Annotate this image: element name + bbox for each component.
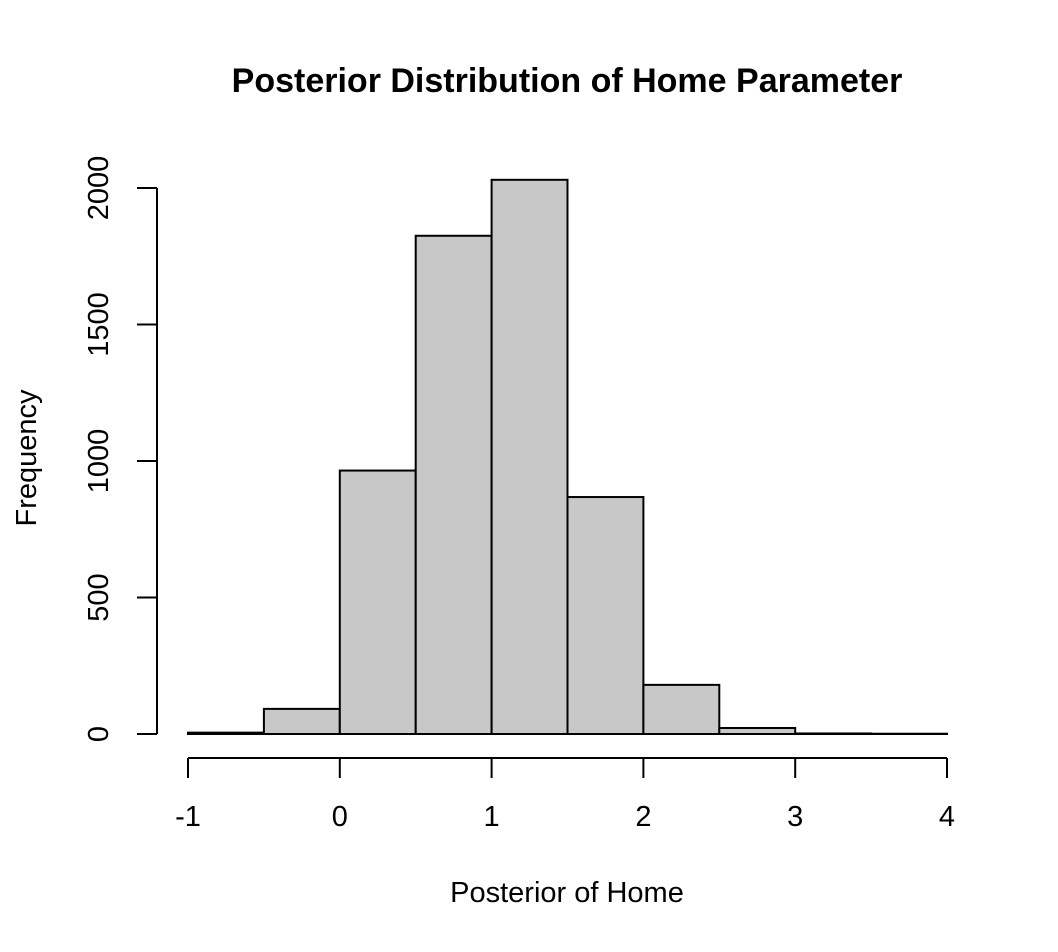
- histogram-bar-8: [718, 726, 797, 736]
- x-tick-label-1: -1: [175, 801, 201, 833]
- y-axis-label: Frequency: [11, 389, 43, 527]
- histogram-bar-3: [338, 469, 417, 735]
- histogram-bar-9: [794, 732, 873, 735]
- histogram-bar-4: [414, 234, 493, 735]
- histogram-bar-7: [642, 683, 721, 735]
- y-axis: 0 500 1000 1500 2000: [83, 156, 158, 742]
- x-tick-label-4: 2: [635, 801, 651, 833]
- x-axis-label: Posterior of Home: [450, 877, 684, 909]
- y-tick-label-1: 0: [83, 726, 115, 742]
- histogram-bar-1: [187, 731, 265, 736]
- y-tick-label-4: 1500: [83, 292, 115, 357]
- x-axis: -1 0 1 2 3 4: [175, 757, 955, 833]
- histogram-bar-5: [490, 178, 569, 735]
- y-tick-label-2: 500: [83, 573, 115, 621]
- x-tick-label-6: 4: [939, 801, 955, 833]
- x-tick-label-3: 1: [484, 801, 500, 833]
- y-tick-label-3: 1000: [83, 429, 115, 494]
- histogram-bars: [187, 178, 948, 736]
- x-tick-label-5: 3: [787, 801, 803, 833]
- x-tick-label-2: 0: [332, 801, 348, 833]
- histogram-bar-6: [566, 496, 645, 736]
- y-tick-label-5: 2000: [83, 156, 115, 221]
- histogram-bar-2: [262, 707, 341, 735]
- chart-title: Posterior Distribution of Home Parameter: [232, 62, 903, 100]
